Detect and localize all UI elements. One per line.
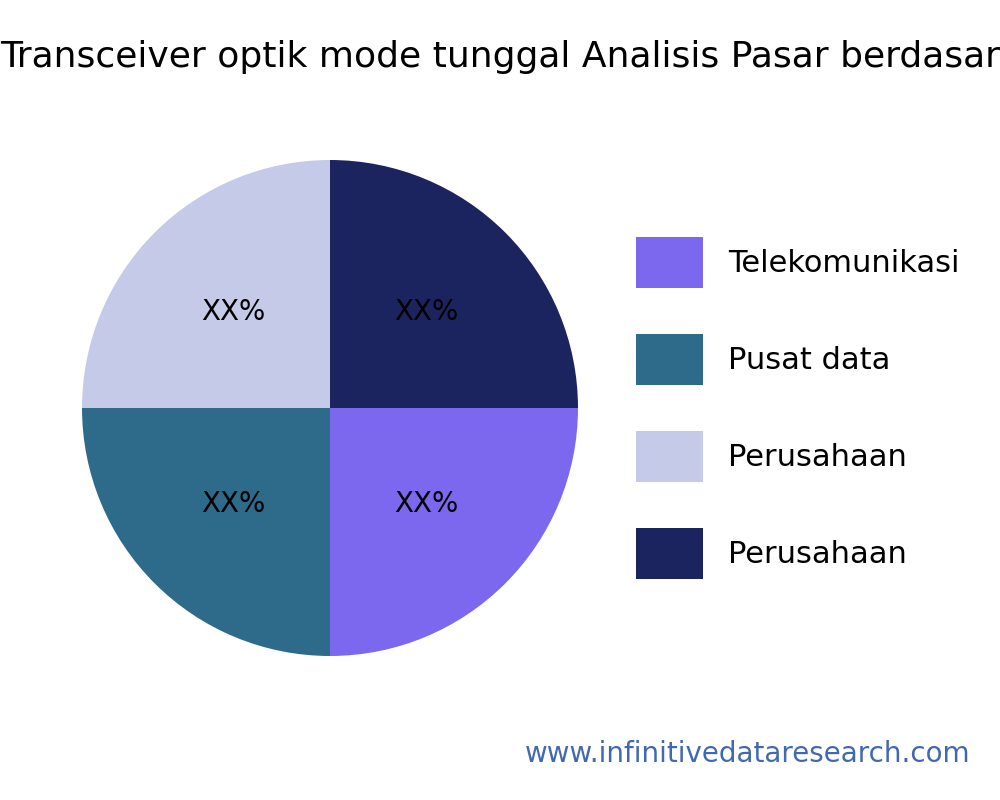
Wedge shape: [82, 408, 330, 656]
Legend: Telekomunikasi, Pusat data, Perusahaan, Perusahaan: Telekomunikasi, Pusat data, Perusahaan, …: [606, 206, 990, 610]
Text: XX%: XX%: [201, 298, 266, 326]
Text: Transceiver optik mode tunggal Analisis Pasar berdasar: Transceiver optik mode tunggal Analisis …: [0, 40, 1000, 74]
Wedge shape: [330, 160, 578, 408]
Text: XX%: XX%: [201, 490, 266, 518]
Text: www.infinitivedataresearch.com: www.infinitivedataresearch.com: [524, 740, 970, 768]
Wedge shape: [82, 160, 330, 408]
Text: XX%: XX%: [394, 298, 459, 326]
Text: XX%: XX%: [394, 490, 459, 518]
Wedge shape: [330, 408, 578, 656]
